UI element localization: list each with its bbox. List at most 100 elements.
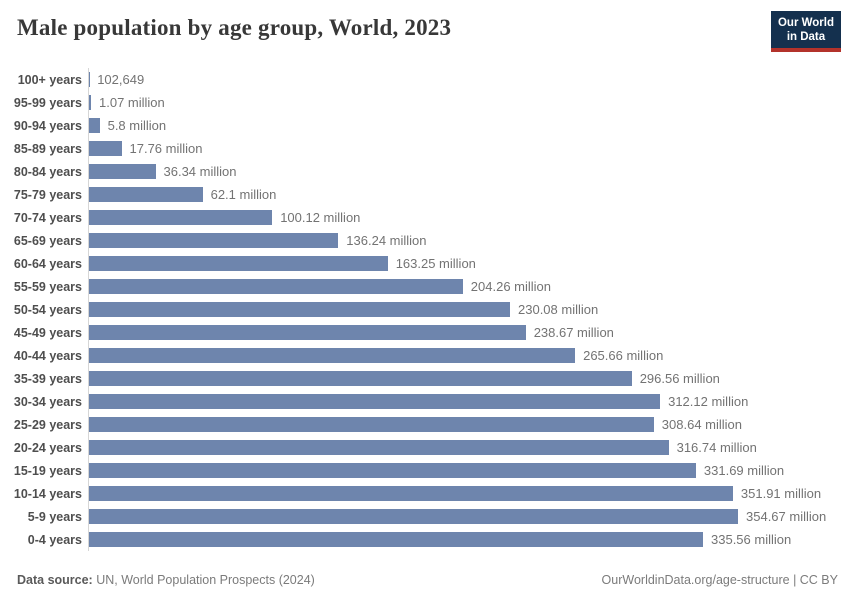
age-group-label: 45-49 years <box>13 325 82 340</box>
bar[interactable] <box>89 279 463 294</box>
bar[interactable] <box>89 233 339 248</box>
bar[interactable] <box>89 509 738 524</box>
value-label: 5.8 million <box>107 118 167 133</box>
value-label: 17.76 million <box>129 141 203 156</box>
age-group-label: 55-59 years <box>13 279 82 294</box>
chart-footer: Data source: UN, World Population Prospe… <box>17 573 838 587</box>
bar[interactable] <box>89 118 100 133</box>
bar[interactable] <box>89 394 661 409</box>
chart-row: 10-14 years 351.91 million <box>0 482 850 505</box>
chart-row: 60-64 years 163.25 million <box>0 252 850 275</box>
bar[interactable] <box>89 417 654 432</box>
value-label: 163.25 million <box>395 256 476 271</box>
age-group-label: 15-19 years <box>13 463 82 478</box>
data-source-text: UN, World Population Prospects (2024) <box>92 573 315 587</box>
bar[interactable] <box>89 302 510 317</box>
owid-logo-line2: in Data <box>786 31 826 44</box>
value-label: 100.12 million <box>280 210 361 225</box>
bar[interactable] <box>89 371 632 386</box>
chart-row: 25-29 years 308.64 million <box>0 413 850 436</box>
bar[interactable] <box>89 210 273 225</box>
age-group-label: 65-69 years <box>13 233 82 248</box>
value-label: 351.91 million <box>740 486 822 501</box>
age-group-label: 35-39 years <box>13 371 82 386</box>
age-group-label: 90-94 years <box>13 118 82 133</box>
chart-row: 100+ years 102,649 <box>0 68 850 91</box>
age-group-label: 80-84 years <box>13 164 82 179</box>
bar-cell: 102,649 <box>88 68 850 91</box>
age-group-label: 20-24 years <box>13 440 82 455</box>
chart-row: 85-89 years 17.76 million <box>0 137 850 160</box>
chart-row: 55-59 years 204.26 million <box>0 275 850 298</box>
age-group-label: 30-34 years <box>13 394 82 409</box>
bar[interactable] <box>89 164 156 179</box>
bar-cell: 296.56 million <box>88 367 850 390</box>
bar-cell: 5.8 million <box>88 114 850 137</box>
bar[interactable] <box>89 463 696 478</box>
age-group-label: 25-29 years <box>13 417 82 432</box>
chart-row: 15-19 years 331.69 million <box>0 459 850 482</box>
chart-row: 5-9 years 354.67 million <box>0 505 850 528</box>
owid-logo-line1: Our World <box>777 17 834 29</box>
value-label: 36.34 million <box>163 164 237 179</box>
value-label: 331.69 million <box>703 463 785 478</box>
bar[interactable] <box>89 256 388 271</box>
bar-cell: 204.26 million <box>88 275 850 298</box>
bar[interactable] <box>89 95 91 110</box>
age-group-label: 40-44 years <box>13 348 82 363</box>
age-group-label: 85-89 years <box>13 141 82 156</box>
chart-row: 40-44 years 265.66 million <box>0 344 850 367</box>
value-label: 354.67 million <box>746 509 827 524</box>
data-source-label: Data source: <box>17 573 93 587</box>
bar[interactable] <box>89 486 733 501</box>
chart-row: 30-34 years 312.12 million <box>0 390 850 413</box>
bar-cell: 36.34 million <box>88 160 850 183</box>
chart-row: 45-49 years 238.67 million <box>0 321 850 344</box>
value-label: 265.66 million <box>583 348 664 363</box>
age-group-label: 60-64 years <box>13 256 82 271</box>
bar-cell: 100.12 million <box>88 206 850 229</box>
bar-chart: 100+ years 102,649 95-99 years 1.07 mill… <box>0 68 850 551</box>
age-group-label: 10-14 years <box>13 486 82 501</box>
bar-cell: 17.76 million <box>88 137 850 160</box>
bar-cell: 230.08 million <box>88 298 850 321</box>
bar-cell: 308.64 million <box>88 413 850 436</box>
chart-title: Male population by age group, World, 202… <box>17 15 452 40</box>
bar-cell: 265.66 million <box>88 344 850 367</box>
bar-cell: 62.1 million <box>88 183 850 206</box>
bar-cell: 331.69 million <box>88 459 850 482</box>
value-label: 316.74 million <box>676 440 757 455</box>
chart-row: 20-24 years 316.74 million <box>0 436 850 459</box>
age-group-label: 95-99 years <box>13 95 82 110</box>
age-group-label: 0-4 years <box>27 532 82 547</box>
data-source: Data source: UN, World Population Prospe… <box>17 573 315 587</box>
value-label: 62.1 million <box>210 187 277 202</box>
chart-row: 35-39 years 296.56 million <box>0 367 850 390</box>
bar[interactable] <box>89 532 703 547</box>
value-label: 238.67 million <box>533 325 614 340</box>
chart-row: 50-54 years 230.08 million <box>0 298 850 321</box>
age-group-label: 70-74 years <box>13 210 82 225</box>
bar-cell: 238.67 million <box>88 321 850 344</box>
bar[interactable] <box>89 325 526 340</box>
value-label: 230.08 million <box>518 302 599 317</box>
age-group-label: 75-79 years <box>13 187 82 202</box>
bar[interactable] <box>89 348 576 363</box>
chart-row: 90-94 years 5.8 million <box>0 114 850 137</box>
chart-row: 0-4 years 335.56 million <box>0 528 850 551</box>
age-group-label: 5-9 years <box>27 509 82 524</box>
chart-row: 65-69 years 136.24 million <box>0 229 850 252</box>
bar-cell: 163.25 million <box>88 252 850 275</box>
age-group-label: 100+ years <box>17 72 82 87</box>
bar[interactable] <box>89 440 669 455</box>
bar-cell: 354.67 million <box>88 505 850 528</box>
value-label: 308.64 million <box>661 417 743 432</box>
bar[interactable] <box>89 141 122 156</box>
chart-row: 70-74 years 100.12 million <box>0 206 850 229</box>
bar[interactable] <box>89 187 203 202</box>
owid-logo: Our World in Data <box>770 11 841 53</box>
value-label: 102,649 <box>97 72 145 87</box>
bar-cell: 1.07 million <box>88 91 850 114</box>
value-label: 296.56 million <box>639 371 720 386</box>
